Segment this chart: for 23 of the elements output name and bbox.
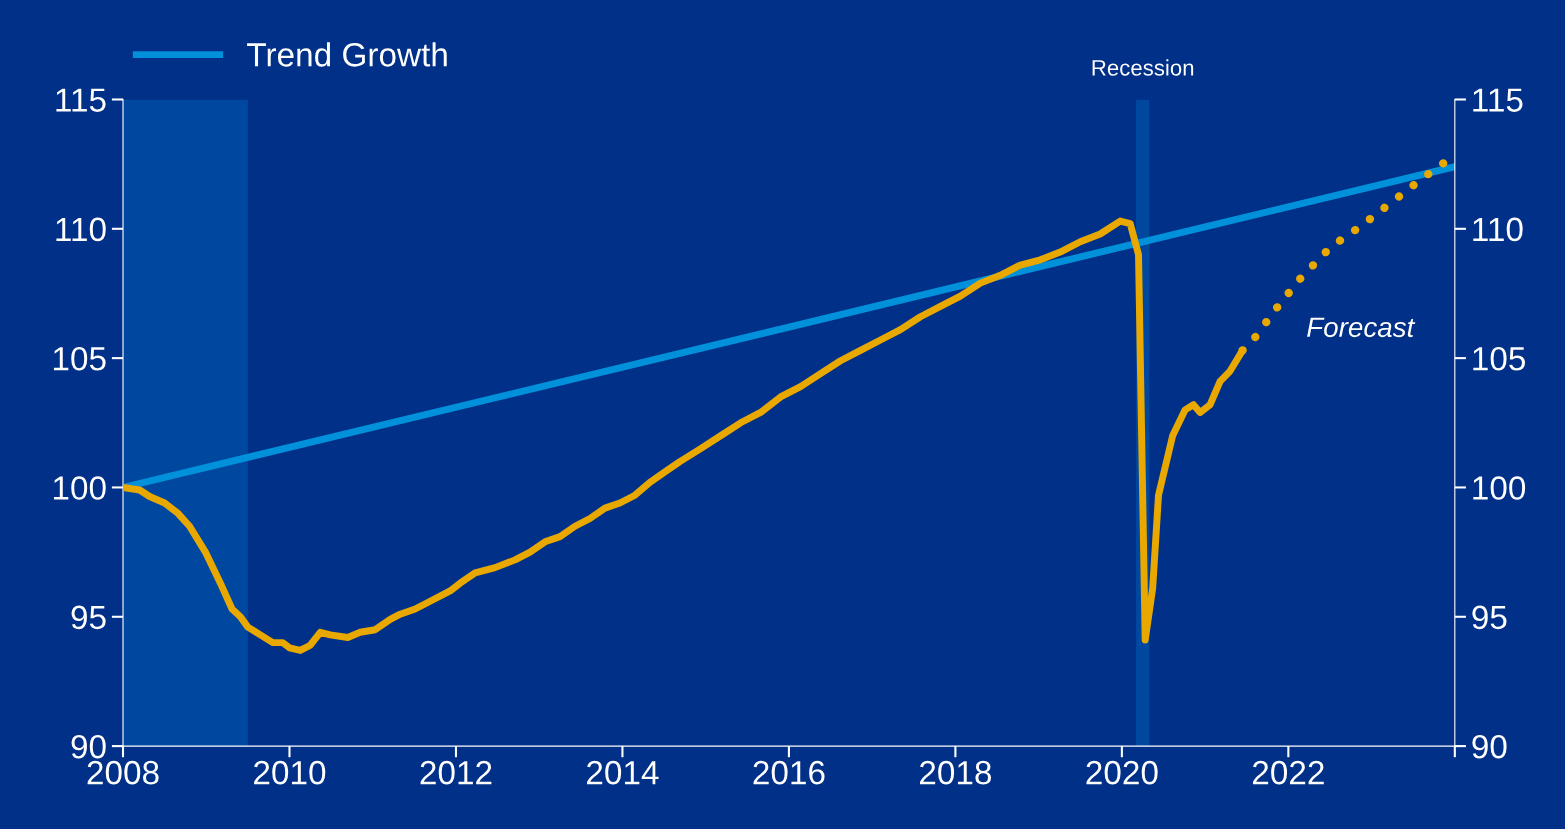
- y2-tick-label: 105: [1473, 346, 1526, 371]
- y2-tick-label: 100: [1473, 476, 1526, 500]
- x-tick-label: 2018: [920, 760, 992, 785]
- y2-tick-label: 90: [1472, 734, 1507, 759]
- legend-label: Trend Growth: [247, 42, 447, 67]
- y2-tick-label: 115: [1473, 88, 1523, 112]
- y-tick-label: 105: [53, 346, 106, 371]
- x-tick-label: 2016: [753, 760, 825, 785]
- x-tick-label: 2014: [587, 760, 659, 785]
- y-tick-label: 100: [53, 476, 106, 500]
- x-tick-label: 2008: [87, 760, 159, 785]
- y-tick-label: 95: [71, 605, 106, 630]
- x-tick-label: 2010: [254, 760, 326, 785]
- x-tick-label: 2022: [1252, 760, 1324, 785]
- y-tick-label: 90: [71, 734, 106, 759]
- x-tick-label: 2020: [1086, 760, 1158, 785]
- y2-tick-label: 110: [1473, 217, 1523, 242]
- y2-tick-label: 95: [1472, 605, 1507, 630]
- annotation: Forecast: [1307, 317, 1416, 338]
- y-tick-label: 110: [56, 217, 106, 242]
- y-tick-label: 115: [56, 88, 106, 112]
- x-tick-label: 2012: [420, 760, 492, 785]
- band-label: Recession: [1092, 59, 1194, 76]
